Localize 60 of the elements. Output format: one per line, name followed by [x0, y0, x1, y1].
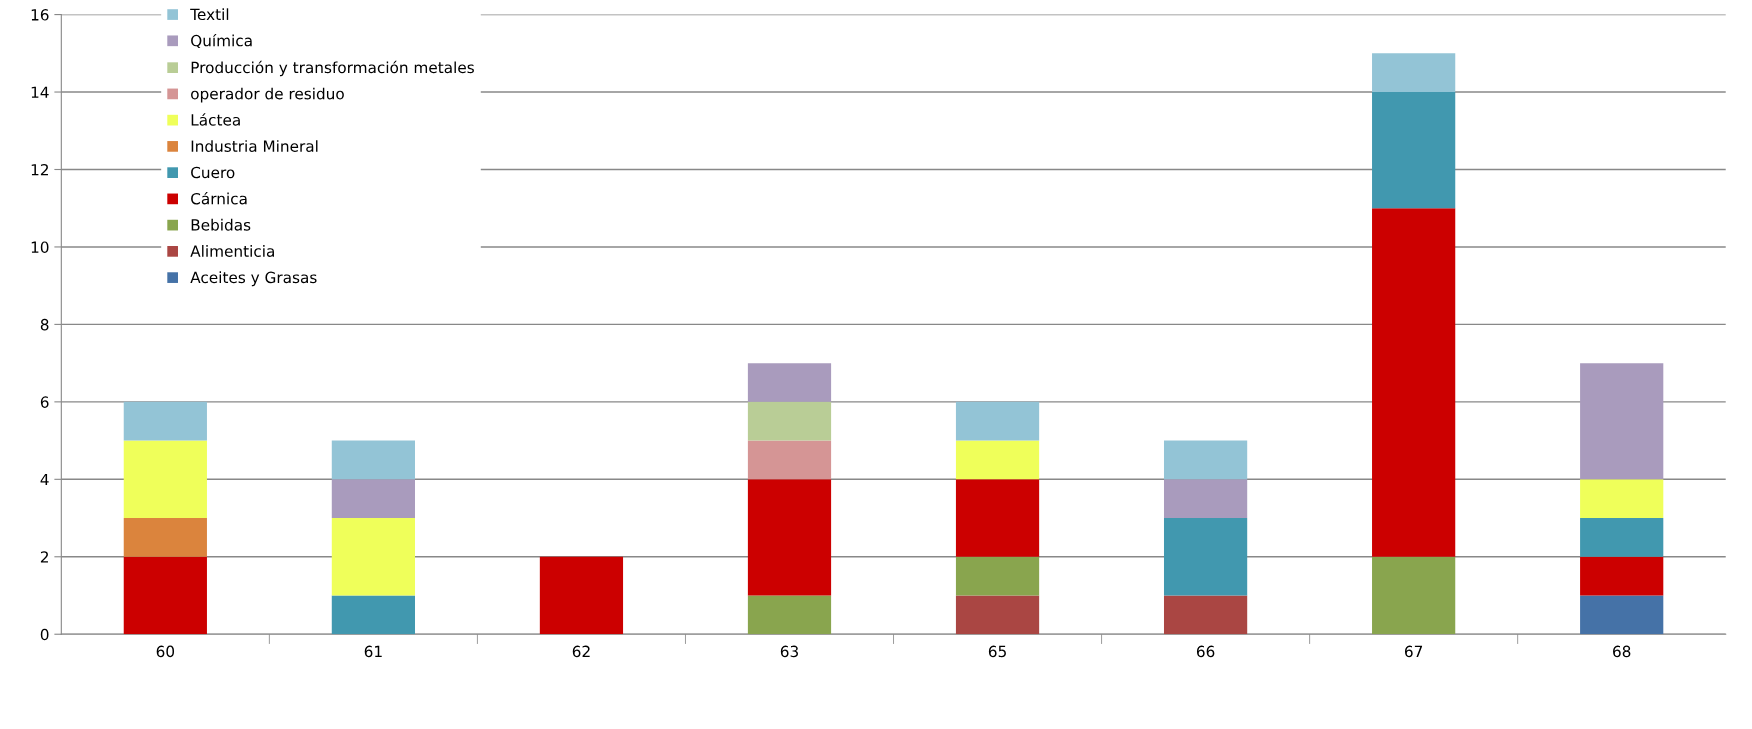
bar: [123, 556, 207, 635]
bar: [1372, 208, 1456, 557]
legend-label: Cárnica: [191, 192, 247, 205]
bar: [747, 440, 832, 480]
legend-label: Bebidas: [191, 218, 251, 231]
bar: [747, 363, 832, 402]
bar: [331, 518, 416, 596]
bar: [331, 479, 416, 519]
bar: [539, 556, 624, 635]
bar: [1372, 92, 1456, 209]
y-tick-label: 14: [31, 86, 49, 98]
x-tick-label: 63: [780, 645, 798, 658]
x-tick-label: 65: [988, 645, 1006, 658]
bar: [955, 440, 1040, 480]
bar: [331, 440, 416, 480]
bar: [955, 556, 1040, 596]
x-tick-label: 61: [364, 645, 382, 658]
bar: [955, 401, 1040, 441]
y-tick-label: 6: [40, 396, 49, 408]
bar: [1580, 518, 1664, 557]
bar: [955, 595, 1040, 635]
x-tick-label: 68: [1613, 645, 1631, 658]
bar: [747, 479, 832, 596]
bar: [1163, 518, 1248, 596]
legend-label: Textil: [190, 8, 229, 21]
bar: [1372, 556, 1456, 635]
bar: [1580, 363, 1664, 480]
bar: [1580, 479, 1664, 519]
y-tick-label: 8: [40, 318, 49, 331]
y-tick-label: 10: [31, 241, 49, 253]
legend-label: Química: [191, 33, 252, 49]
bar: [123, 440, 207, 519]
bar: [1163, 440, 1248, 480]
bar: [1372, 53, 1456, 93]
y-tick-label: 16: [31, 9, 49, 21]
bar: [1163, 595, 1248, 635]
legend-label: Cuero: [191, 166, 235, 179]
bar: [123, 518, 207, 557]
legend-label: Alimenticia: [190, 245, 274, 257]
y-tick-label: 2: [40, 551, 48, 563]
x-tick-label: 67: [1404, 645, 1423, 658]
bar: [331, 595, 416, 635]
legend-label: operador de residuo: [191, 87, 344, 103]
x-tick-label: 60: [156, 645, 175, 658]
bar: [1163, 479, 1248, 519]
bar: [747, 595, 832, 635]
bar: [747, 401, 832, 441]
bar: [1580, 556, 1664, 596]
bar: [955, 479, 1040, 557]
legend-label: Industria Mineral: [191, 140, 318, 152]
x-tick-label: 66: [1196, 645, 1215, 658]
bar: [123, 401, 207, 441]
legend-label: Aceites y Grasas: [190, 271, 317, 287]
y-tick-label: 4: [40, 473, 49, 486]
bar: [1580, 595, 1664, 635]
y-tick-label: 12: [31, 163, 48, 176]
legend-label: Producción y transformación metales: [191, 60, 474, 77]
x-tick-label: 62: [572, 645, 590, 658]
legend-label: Láctea: [191, 113, 240, 126]
y-tick-label: 0: [40, 628, 49, 641]
